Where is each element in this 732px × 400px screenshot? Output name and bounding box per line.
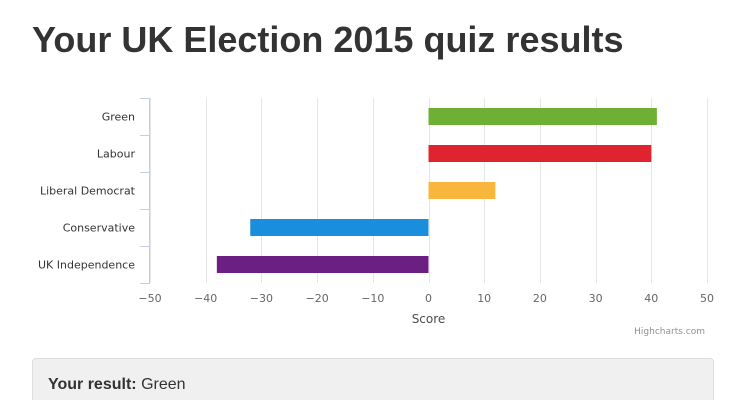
x-tick-label: 20	[533, 292, 547, 305]
results-bar-chart: −50 −40 −30 −20 −10 0 10 20 30 40 50 Green Labour Lib…	[38, 98, 714, 338]
x-tick-label: 50	[700, 292, 714, 305]
x-tick-label: −30	[250, 292, 273, 305]
bar-liberal-democrat[interactable]	[428, 182, 496, 199]
results-chart: −50 −40 −30 −20 −10 0 10 20 30 40 50 Green Labour Lib…	[0, 82, 732, 344]
result-line: Your result: Green	[48, 375, 186, 395]
bar-uk-independence[interactable]	[216, 256, 429, 273]
category-label: Conservative	[63, 222, 136, 235]
x-tick-label: 40	[644, 292, 658, 305]
page-title: Your UK Election 2015 quiz results	[32, 19, 624, 60]
result-value: Green	[141, 376, 186, 393]
labels: −50 −40 −30 −20 −10 0 10 20 30 40 50 Green Labour Lib…	[38, 111, 714, 338]
axes	[140, 98, 150, 284]
x-tick-label: 0	[425, 292, 432, 305]
bars	[216, 108, 657, 273]
category-label: Liberal Democrat	[40, 185, 136, 198]
x-tick-label: −10	[361, 292, 384, 305]
chart-credit-link[interactable]: Highcharts.com	[634, 327, 705, 337]
bar-conservative[interactable]	[250, 219, 429, 236]
x-tick-label: −50	[138, 292, 161, 305]
x-tick-label: 30	[589, 292, 603, 305]
x-tick-label: −20	[305, 292, 328, 305]
x-axis-title: Score	[412, 312, 446, 326]
category-label: UK Independence	[38, 259, 135, 272]
category-label: Labour	[97, 148, 136, 161]
category-label: Green	[102, 111, 135, 124]
bar-labour[interactable]	[428, 145, 652, 162]
result-label: Your result:	[48, 376, 137, 393]
x-tick-label: −40	[194, 292, 217, 305]
result-panel: Your result: Green	[32, 358, 714, 400]
bar-green[interactable]	[428, 108, 657, 125]
x-tick-label: 10	[477, 292, 491, 305]
